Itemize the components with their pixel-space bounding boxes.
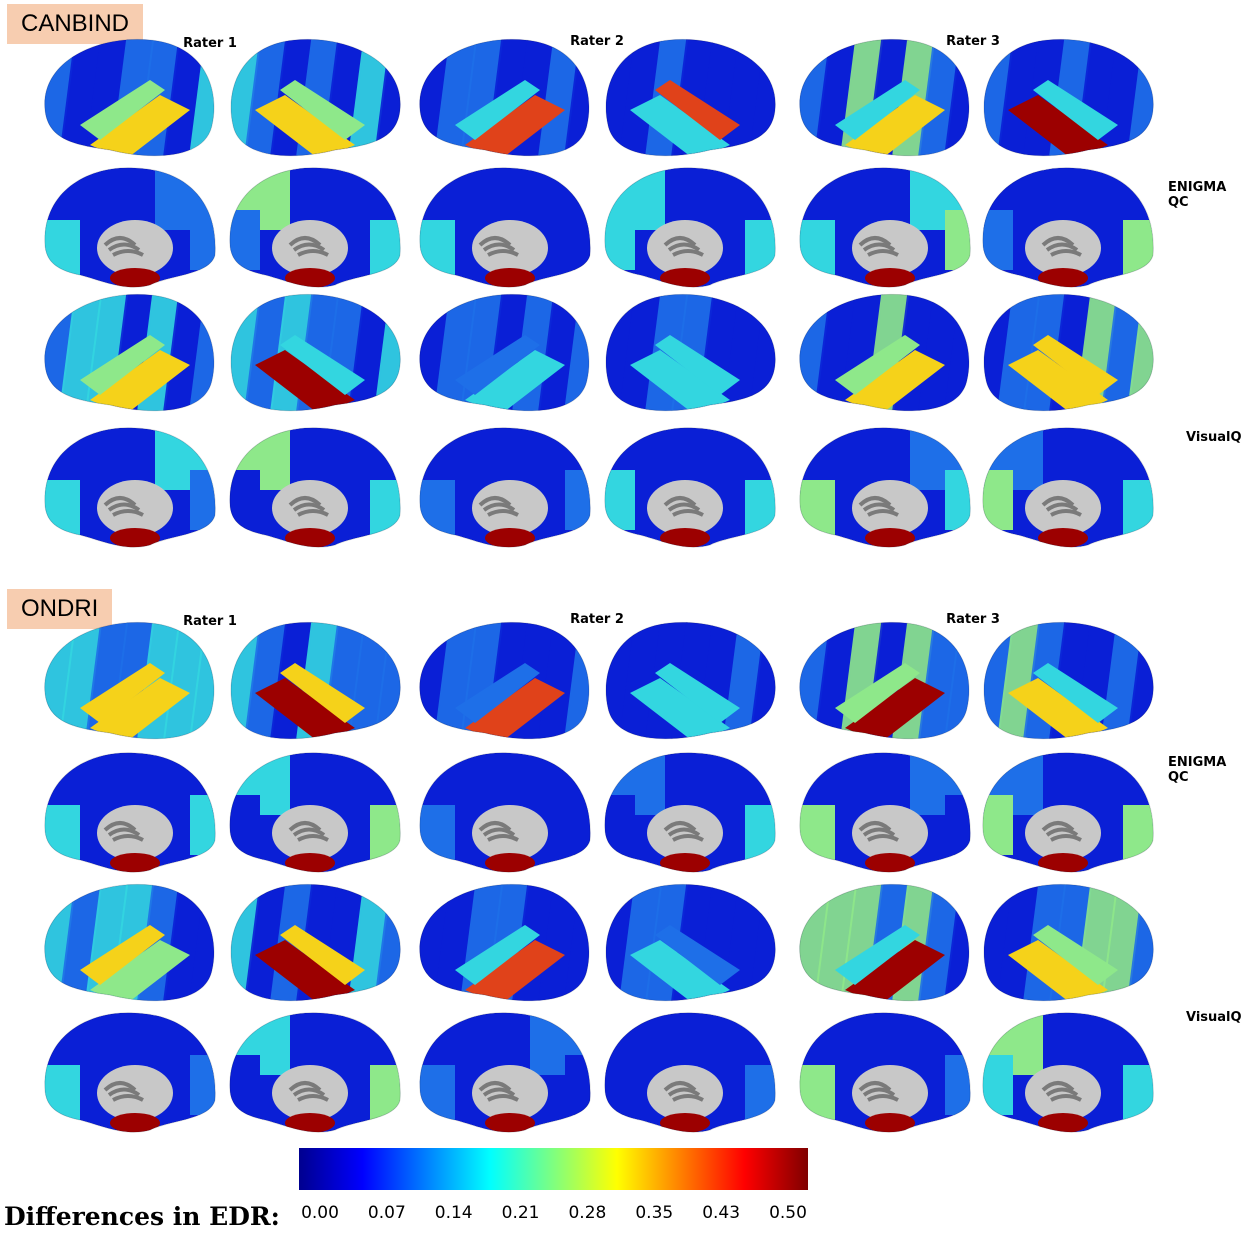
method-label-enigma: ENIGMA QC — [1168, 180, 1227, 210]
brain-surface-view — [44, 1012, 216, 1133]
section-badge-canbind: CANBIND — [7, 4, 144, 44]
brain-surface-view — [230, 621, 401, 740]
brain-surface-view — [419, 293, 590, 412]
brain-surface-view — [229, 752, 401, 873]
brain-surface-view — [983, 883, 1154, 1002]
colorbar-tick-label: 0.14 — [434, 1203, 473, 1223]
brain-surface-view — [605, 38, 776, 157]
brain-surface-view — [799, 752, 971, 873]
brain-surface-view — [44, 752, 216, 873]
brain-surface-view — [44, 293, 215, 412]
brain-surface-view — [44, 621, 215, 740]
method-label-visualqc: VisualQC — [1186, 430, 1242, 445]
brain-surface-view — [982, 752, 1154, 873]
brain-surface-view — [983, 38, 1154, 157]
rater-label-1: Rater 1 — [183, 614, 237, 629]
colorbar-tick-label: 0.07 — [367, 1203, 406, 1223]
brain-surface-view — [799, 293, 970, 412]
brain-surface-view — [799, 1012, 971, 1133]
brain-surface-view — [604, 427, 776, 548]
rater-label-1: Rater 1 — [183, 36, 237, 51]
brain-surface-view — [419, 1012, 591, 1133]
rater-label-3: Rater 3 — [946, 34, 1000, 49]
colorbar-tick-label: 0.35 — [635, 1203, 674, 1223]
colorbar-tick-label: 0.00 — [301, 1203, 339, 1223]
brain-surface-view — [44, 167, 216, 288]
brain-surface-view — [799, 427, 971, 548]
rater-label-2: Rater 2 — [570, 612, 624, 627]
brain-surface-view — [230, 293, 401, 412]
method-label-visualqc: VisualQC — [1186, 1010, 1242, 1025]
brain-surface-view — [604, 1012, 776, 1133]
brain-surface-view — [605, 621, 776, 740]
brain-surface-view — [983, 621, 1154, 740]
section-canbind: CANBIND Rater 1 Rater 2 Rater 3 ENIGMA Q… — [0, 0, 1242, 580]
brain-surface-view — [799, 38, 970, 157]
brain-surface-view — [419, 752, 591, 873]
brain-surface-view — [799, 621, 970, 740]
brain-surface-view — [229, 167, 401, 288]
colorbar-title: Differences in EDR: — [4, 1202, 280, 1231]
brain-surface-view — [419, 883, 590, 1002]
colorbar-tick-label: 0.43 — [702, 1203, 741, 1223]
colorbar-tick-label: 0.50 — [769, 1203, 807, 1223]
brain-surface-view — [419, 621, 590, 740]
rater-label-2: Rater 2 — [570, 34, 624, 49]
brain-surface-view — [44, 883, 215, 1002]
brain-surface-view — [419, 38, 590, 157]
brain-surface-view — [982, 1012, 1154, 1133]
brain-surface-view — [229, 427, 401, 548]
brain-surface-view — [982, 427, 1154, 548]
brain-surface-view — [230, 883, 401, 1002]
brain-surface-view — [799, 167, 971, 288]
section-ondri: ONDRI Rater 1 Rater 2 Rater 3 ENIGMA QC … — [7, 589, 1242, 1025]
brain-surface-view — [44, 427, 216, 548]
method-label-enigma: ENIGMA QC — [1168, 755, 1227, 785]
brain-surface-view — [982, 167, 1154, 288]
brain-surface-grid — [44, 38, 1154, 1133]
brain-surface-view — [419, 167, 591, 288]
brain-surface-view — [799, 883, 970, 1002]
brain-surface-view — [229, 1012, 401, 1133]
edr-colorbar — [299, 1148, 808, 1190]
colorbar-tick-label: 0.28 — [568, 1203, 607, 1223]
rater-label-3: Rater 3 — [946, 612, 1000, 627]
brain-surface-view — [983, 293, 1154, 412]
colorbar-tick-label: 0.21 — [501, 1203, 540, 1223]
brain-surface-view — [605, 293, 776, 412]
brain-surface-view — [230, 38, 401, 157]
brain-surface-view — [604, 167, 776, 288]
brain-surface-view — [605, 883, 776, 1002]
brain-surface-view — [604, 752, 776, 873]
brain-surface-view — [419, 427, 591, 548]
brain-surface-view — [44, 38, 215, 157]
section-badge-ondri: ONDRI — [7, 589, 113, 629]
